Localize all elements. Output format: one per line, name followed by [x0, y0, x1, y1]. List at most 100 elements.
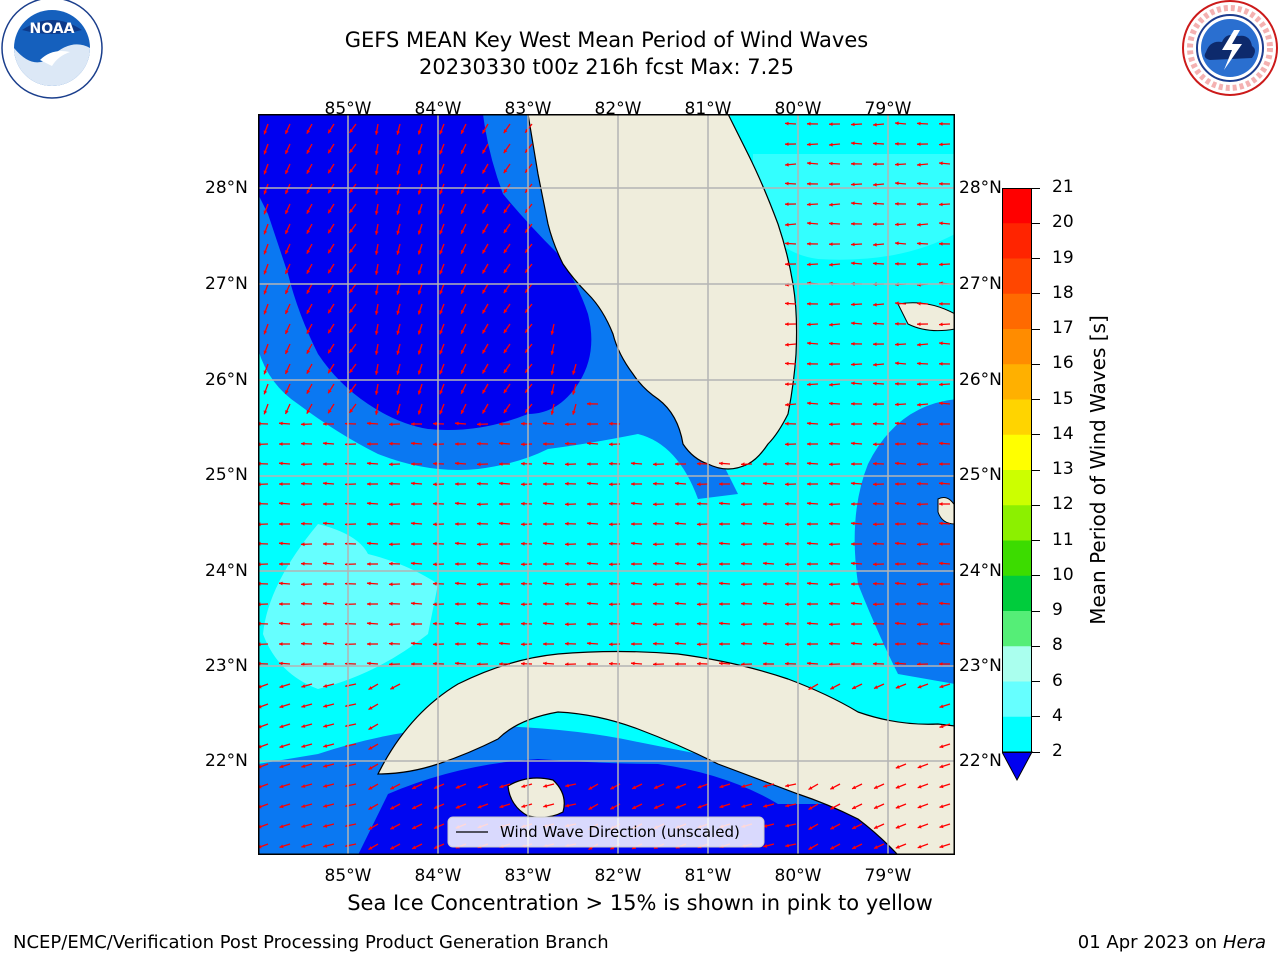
wave-direction-arrowhead: [396, 370, 400, 375]
wave-direction-arrowhead: [572, 370, 576, 375]
wave-direction-arrowhead: [323, 582, 327, 586]
wave-direction-arrowhead: [807, 382, 811, 387]
lat-label-left: 26°N: [205, 370, 248, 390]
wave-direction-arrowhead: [279, 541, 283, 546]
wave-direction-arrowhead: [807, 302, 811, 306]
wave-direction-arrowhead: [499, 662, 503, 666]
wave-direction-arrowhead: [917, 181, 921, 186]
wave-direction-arrowhead: [301, 601, 305, 606]
wave-direction-arrowhead: [439, 370, 443, 375]
wave-direction-arrowhead: [609, 421, 613, 426]
wave-direction-arrowhead: [829, 122, 833, 126]
wave-direction-arrowhead: [521, 442, 525, 447]
wave-direction-arrowhead: [374, 271, 379, 275]
wave-direction-arrowhead: [439, 290, 443, 295]
noaa-logo: NOAA: [0, 0, 105, 105]
wave-direction-arrowhead: [323, 724, 328, 728]
wave-direction-arrowhead: [263, 310, 268, 315]
wave-direction-arrowhead: [521, 642, 525, 647]
wave-direction-arrowhead: [396, 150, 400, 155]
wave-direction-arrowhead: [763, 542, 767, 546]
wave-direction-arrowhead: [939, 302, 943, 306]
wave-direction-arrowhead: [396, 390, 400, 395]
wave-direction-arrowhead: [587, 502, 591, 506]
wave-direction-arrowhead: [895, 765, 900, 769]
wave-direction-arrowhead: [390, 845, 395, 850]
wave-direction-arrowhead: [895, 241, 899, 246]
colorbar-tick-label: 4: [1052, 705, 1063, 726]
lon-label-bottom: 81°W: [684, 866, 732, 886]
wave-direction-arrowhead: [543, 602, 547, 606]
wave-direction-arrowhead: [741, 561, 745, 566]
wave-direction-arrowhead: [367, 661, 371, 666]
wave-direction-arrowhead: [785, 382, 789, 386]
colorbar-tick-mark: [1032, 610, 1040, 612]
wave-direction-arrowhead: [279, 704, 284, 709]
colorbar-band: [1002, 646, 1032, 682]
wave-direction-arrowhead: [477, 662, 481, 667]
wave-direction-arrowhead: [389, 521, 393, 526]
wave-direction-arrowhead: [697, 461, 701, 466]
wave-direction-arrowhead: [328, 409, 332, 414]
wave-direction-arrowhead: [917, 804, 922, 809]
wave-direction-arrowhead: [565, 441, 569, 446]
colorbar-band: [1002, 329, 1032, 365]
wave-direction-arrowhead: [279, 421, 283, 426]
wave-direction-arrowhead: [323, 744, 328, 748]
wave-direction-arrowhead: [461, 209, 465, 214]
wave-direction-arrowhead: [417, 330, 422, 335]
wave-direction-arrowhead: [587, 662, 591, 666]
wave-direction-arrowhead: [741, 601, 745, 606]
wave-direction-arrowhead: [609, 581, 613, 586]
wave-direction-arrowhead: [808, 686, 813, 690]
wave-direction-arrowhead: [550, 350, 555, 355]
wave-direction-arrowhead: [565, 542, 569, 547]
wave-direction-arrowhead: [368, 846, 373, 850]
wave-direction-arrowhead: [328, 349, 332, 354]
wave-direction-arrowhead: [499, 641, 503, 646]
wave-direction-arrowhead: [851, 481, 855, 486]
wave-direction-arrowhead: [939, 582, 943, 586]
wave-direction-arrowhead: [503, 249, 508, 254]
wave-direction-arrowhead: [829, 161, 833, 166]
wave-direction-arrowhead: [521, 541, 525, 546]
wave-direction-arrowhead: [477, 481, 481, 486]
wave-direction-arrowhead: [829, 462, 833, 467]
wave-direction-arrowhead: [477, 502, 481, 507]
wave-direction-arrowhead: [499, 441, 503, 446]
wave-direction-arrowhead: [389, 462, 393, 467]
wave-direction-arrowhead: [411, 622, 415, 626]
wave-direction-arrowhead: [503, 209, 508, 214]
wave-direction-arrowhead: [263, 210, 268, 215]
wave-direction-arrowhead: [939, 142, 943, 147]
wave-direction-arrowhead: [719, 482, 723, 486]
wave-direction-arrowhead: [374, 411, 379, 415]
colorbar-tick-mark: [1032, 716, 1040, 718]
wave-direction-arrowhead: [323, 441, 327, 446]
wave-direction-arrowhead: [917, 521, 921, 526]
wave-direction-arrowhead: [939, 341, 943, 346]
wave-direction-arrowhead: [609, 642, 613, 647]
wave-direction-arrowhead: [550, 390, 555, 395]
wave-direction-arrowhead: [939, 242, 943, 246]
wave-direction-arrowhead: [807, 362, 811, 366]
wave-direction-arrowhead: [439, 130, 443, 135]
wave-direction-arrowhead: [525, 408, 529, 413]
wave-direction-arrowhead: [328, 289, 332, 294]
wave-direction-arrowhead: [374, 291, 379, 295]
colorbar-band: [1002, 399, 1032, 436]
wave-direction-arrowhead: [785, 301, 789, 306]
wave-direction-arrowhead: [550, 330, 555, 335]
wave-direction-arrowhead: [851, 641, 855, 646]
wave-direction-arrowhead: [543, 421, 547, 426]
wave-direction-arrowhead: [874, 785, 878, 789]
wave-direction-arrowhead: [785, 241, 789, 246]
wave-direction-arrowhead: [279, 642, 283, 646]
wave-direction-arrowhead: [785, 642, 789, 647]
wave-direction-arrowhead: [939, 622, 943, 626]
wave-direction-arrowhead: [653, 582, 657, 587]
wave-direction-arrowhead: [763, 641, 767, 646]
wave-direction-arrowhead: [653, 641, 657, 646]
wave-direction-arrowhead: [851, 441, 855, 446]
wave-direction-arrowhead: [785, 421, 789, 426]
